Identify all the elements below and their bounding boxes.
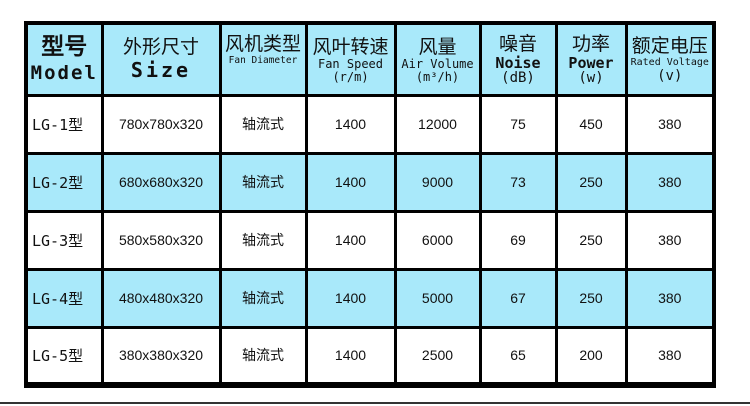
cell-noise: 73 (478, 151, 558, 213)
cell-voltage: 380 (624, 151, 716, 213)
cell-type: 轴流式 (218, 267, 308, 329)
cell-noise: 65 (478, 325, 558, 387)
cell-voltage: 380 (624, 93, 716, 155)
cell-type: 轴流式 (218, 209, 308, 271)
bottom-rule (0, 402, 750, 404)
cell-noise: 75 (478, 93, 558, 155)
cell-size: 580x580x320 (100, 209, 222, 271)
cell-speed: 1400 (304, 93, 397, 155)
cell-type: 轴流式 (218, 325, 308, 387)
header-model-en: Model (30, 62, 98, 85)
header-noise-zh: 噪音 (498, 32, 537, 55)
header-noise: 噪音 Noise (dB) (478, 21, 558, 97)
cell-model: LG-2型 (24, 151, 104, 213)
cell-size: 680x680x320 (100, 151, 222, 213)
header-model-zh: 型号 (41, 34, 88, 61)
cell-size: 380x380x320 (100, 325, 222, 387)
header-air-volume-zh: 风量 (418, 35, 457, 58)
cell-speed: 1400 (304, 209, 397, 271)
header-noise-en: Noise (495, 53, 541, 72)
cell-noise: 67 (478, 267, 558, 329)
cell-volume: 12000 (393, 93, 482, 155)
header-fan-type-en: Fan Diameter (228, 55, 298, 66)
cell-voltage: 380 (624, 209, 716, 271)
header-model: 型号 Model (24, 21, 104, 97)
header-power-en: Power (568, 53, 614, 72)
header-size: 外形尺寸 Size (100, 21, 222, 97)
header-fan-type: 风机类型 Fan Diameter (218, 21, 308, 97)
header-size-zh: 外形尺寸 (122, 36, 199, 59)
cell-size: 780x780x320 (100, 93, 222, 155)
spec-table: 型号 Model 外形尺寸 Size 风机类型 Fan Diameter 风叶转速 Fa… (24, 21, 716, 388)
header-air-volume: 风量 Air Volume (m³/h) (393, 21, 482, 97)
cell-model: LG-5型 (24, 325, 104, 387)
header-power-unit: (w) (578, 69, 604, 86)
cell-volume: 5000 (393, 267, 482, 329)
cell-voltage: 380 (624, 267, 716, 329)
cell-model: LG-4型 (24, 267, 104, 329)
table-row: LG-4型 480x480x320 轴流式 1400 5000 67 250 380 (24, 267, 716, 329)
cell-power: 450 (554, 93, 628, 155)
header-power: 功率 Power (w) (554, 21, 628, 97)
header-fan-speed-unit: (r/m) (332, 69, 369, 84)
cell-power: 250 (554, 267, 628, 329)
header-size-en: Size (130, 58, 192, 83)
header-fan-speed-en: Fan Speed (317, 56, 384, 71)
cell-model: LG-1型 (24, 93, 104, 155)
header-voltage: 额定电压 Rated Voltage (v) (624, 21, 716, 97)
table-row: LG-5型 380x380x320 轴流式 1400 2500 65 200 380 (24, 325, 716, 387)
cell-type: 轴流式 (218, 151, 308, 213)
header-air-volume-unit: (m³/h) (415, 69, 460, 84)
header-fan-type-zh: 风机类型 (224, 33, 301, 55)
header-fan-speed-zh: 风叶转速 (312, 35, 389, 58)
cell-model: LG-3型 (24, 209, 104, 271)
cell-speed: 1400 (304, 325, 397, 387)
cell-speed: 1400 (304, 151, 397, 213)
cell-voltage: 380 (624, 325, 716, 387)
cell-speed: 1400 (304, 267, 397, 329)
cell-power: 250 (554, 151, 628, 213)
cell-volume: 9000 (393, 151, 482, 213)
cell-power: 200 (554, 325, 628, 387)
cell-size: 480x480x320 (100, 267, 222, 329)
header-power-zh: 功率 (571, 32, 610, 55)
header-voltage-zh: 额定电压 (631, 34, 708, 57)
cell-noise: 69 (478, 209, 558, 271)
header-voltage-en: Rated Voltage (630, 56, 709, 68)
cell-volume: 2500 (393, 325, 482, 387)
header-row: 型号 Model 外形尺寸 Size 风机类型 Fan Diameter 风叶转速 Fa… (24, 21, 716, 97)
header-noise-unit: (dB) (501, 69, 535, 86)
cell-type: 轴流式 (218, 93, 308, 155)
header-fan-speed: 风叶转速 Fan Speed (r/m) (304, 21, 397, 97)
cell-volume: 6000 (393, 209, 482, 271)
cell-power: 250 (554, 209, 628, 271)
table-row: LG-1型 780x780x320 轴流式 1400 12000 75 450 380 (24, 93, 716, 155)
table-row: LG-3型 580x580x320 轴流式 1400 6000 69 250 380 (24, 209, 716, 271)
table-row: LG-2型 680x680x320 轴流式 1400 9000 73 250 380 (24, 151, 716, 213)
header-voltage-unit: (v) (657, 67, 683, 84)
header-air-volume-en: Air Volume (401, 56, 474, 71)
